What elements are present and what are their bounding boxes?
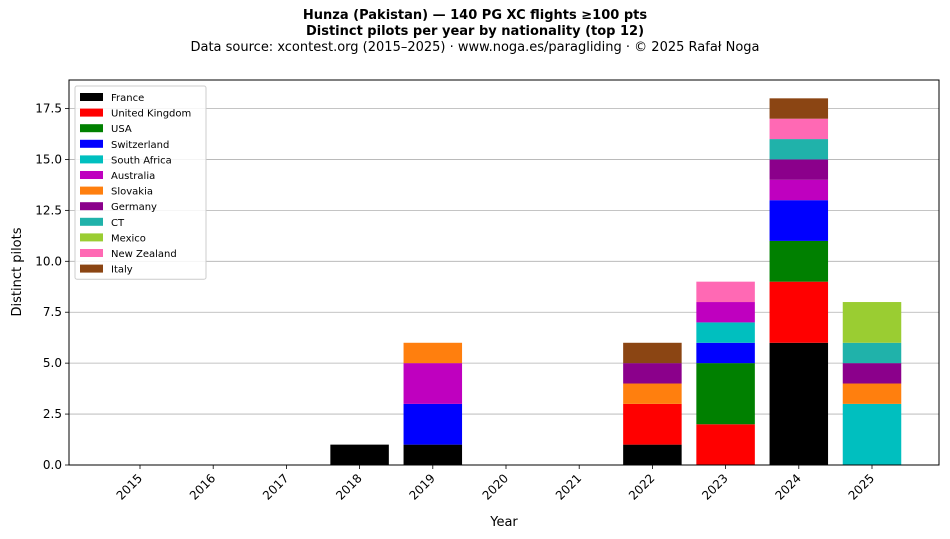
bar-segment [623,403,682,445]
legend-swatch [80,171,103,179]
bar-segment [842,342,902,364]
bar-segment [769,240,829,282]
bar-segment [330,444,389,465]
y-tick-label: 12.5 [35,203,62,217]
x-tick-label: 2020 [480,471,511,502]
bars [330,98,902,465]
x-axis-label: Year [489,515,518,530]
y-tick-label: 10.0 [35,254,62,268]
chart-source: Data source: xcontest.org (2015–2025) · … [190,40,760,55]
x-tick-label: 2016 [187,471,218,502]
x-tick-label: 2023 [699,471,730,502]
bar-segment [696,342,755,364]
x-tick-label: 2017 [260,471,291,502]
x-tick-label: 2018 [333,471,364,502]
bar-segment [623,383,682,404]
bar-segment [696,322,755,343]
title-block: Hunza (Pakistan) — 140 PG XC flights ≥10… [0,8,950,56]
bar-segment [403,444,463,465]
legend-label: Slovakia [111,187,153,198]
x-axis: 2015 2016 2017 2018 2019 2020 2021 2022 2023 2024… [114,465,877,503]
legend-label: Italy [111,265,133,276]
legend-label: Australia [111,171,155,182]
x-tick-label: 2022 [626,471,657,502]
legend-label: CT [111,218,125,229]
legend-label: South Africa [111,155,172,166]
bar-segment [403,363,463,404]
bar-segment [842,363,902,384]
legend-label: France [111,93,144,104]
x-tick-label: 2019 [406,471,437,502]
bar-segment [696,281,755,303]
bar-segment [623,363,682,384]
legend-swatch [80,233,103,242]
bar-segment [623,342,682,364]
bar-segment [769,281,829,343]
bar-segment [769,159,829,180]
chart-subtitle: Distinct pilots per year by nationality … [305,24,645,39]
y-axis-label: Distinct pilots [10,227,25,316]
legend-swatch [80,186,103,195]
legend-label: New Zealand [111,249,177,260]
legend-label: Germany [111,202,157,213]
bar-segment [769,342,829,465]
bar-segment [696,302,755,323]
x-tick-label: 2025 [846,471,877,502]
bar-segment [696,424,755,465]
legend-swatch [80,217,103,226]
bar-segment [769,139,829,160]
bar-segment [842,302,902,343]
x-tick-label: 2024 [772,471,803,502]
bar-segment [403,403,463,445]
y-tick-label: 15.0 [35,152,62,166]
legend-swatch [80,93,103,101]
legend-swatch [80,249,103,257]
bar-segment [769,98,829,119]
y-tick-label: 17.5 [35,102,62,116]
legend-label: Switzerland [111,140,169,151]
chart-title: Hunza (Pakistan) — 140 PG XC flights ≥10… [302,8,648,23]
x-tick-label: 2015 [114,471,145,502]
x-tick-label: 2021 [553,471,584,502]
legend-swatch [80,124,103,133]
legend-swatch [80,264,103,273]
y-tick-label: 0.0 [43,458,62,472]
legend: France United Kingdom USA Switzerland South … [74,85,207,280]
y-axis: 0.0 2.5 5.0 7.5 10.0 12.5 15.0 17.5 [35,102,69,472]
legend-label: United Kingdom [111,109,191,120]
y-tick-label: 5.0 [43,356,62,370]
bar-segment [842,403,902,465]
plot-frame [68,79,940,466]
y-tick-label: 2.5 [43,407,62,421]
legend-box [74,85,207,280]
legend-swatch [80,202,103,211]
legend-label: USA [111,124,132,135]
bar-segment [842,383,902,404]
bar-segment [769,200,829,241]
y-tick-label: 7.5 [43,305,62,319]
legend-label: Mexico [111,233,146,244]
bar-segment [403,342,463,364]
bar-segment [769,179,829,201]
bar-segment [623,444,682,465]
legend-swatch [80,108,103,117]
bar-segment [769,118,829,140]
bar-segment [696,363,755,425]
legend-swatch [80,155,103,164]
legend-swatch [80,139,103,148]
